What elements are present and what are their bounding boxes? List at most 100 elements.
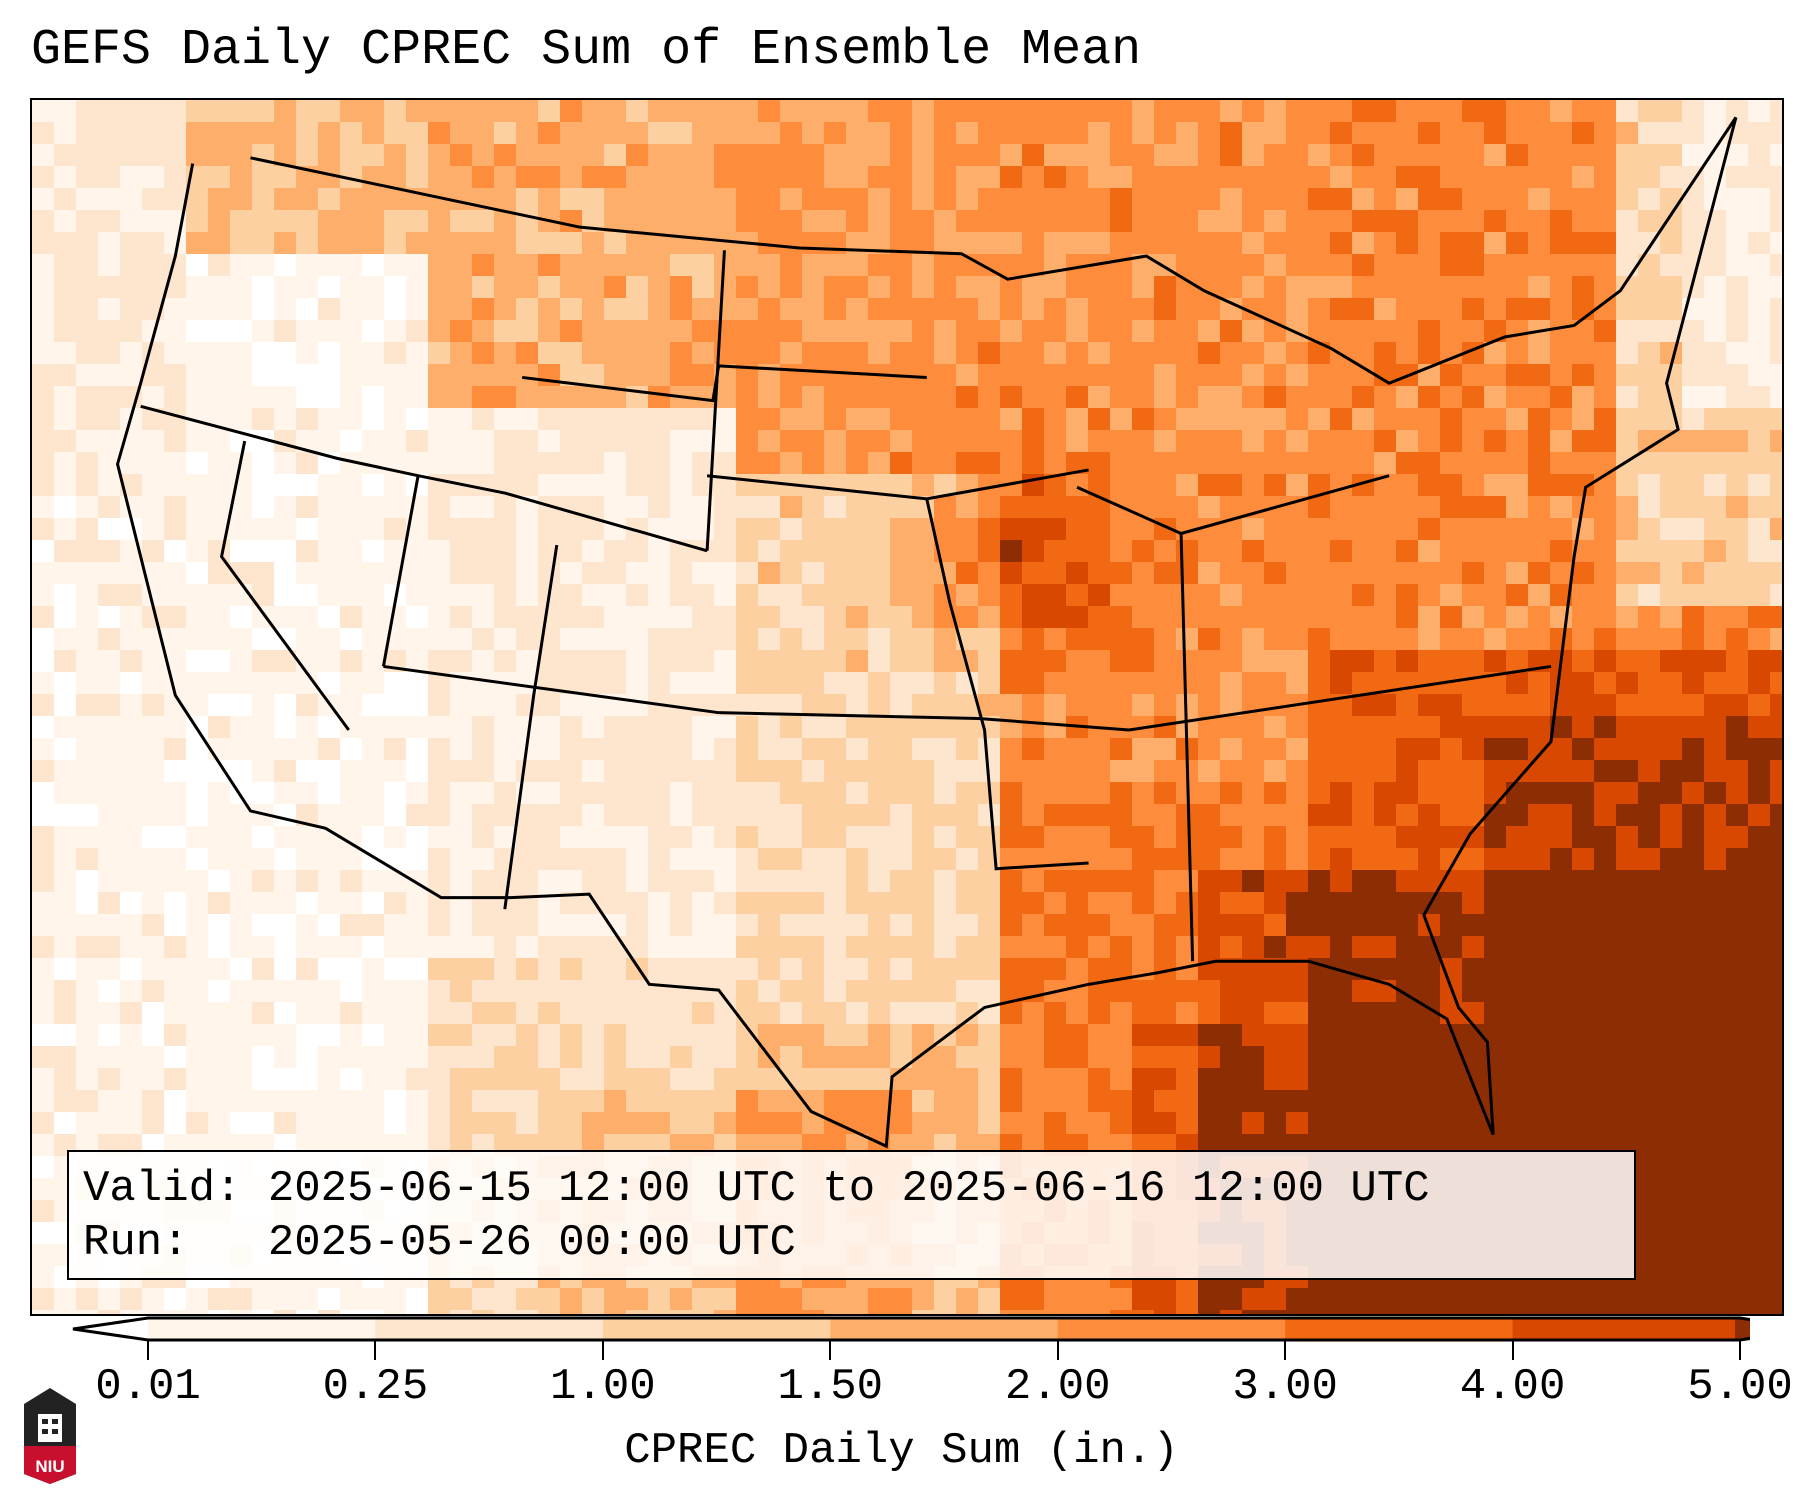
precip-cell <box>1638 826 1661 849</box>
precip-cell <box>1176 1288 1199 1311</box>
precip-cell <box>406 606 429 629</box>
precip-cell <box>296 782 319 805</box>
precip-cell <box>1044 518 1067 541</box>
precip-cell <box>1308 892 1331 915</box>
precip-cell <box>1660 1178 1683 1201</box>
precip-cell <box>208 628 231 651</box>
precip-cell <box>450 1002 473 1025</box>
precip-cell <box>626 1310 649 1314</box>
precip-cell <box>934 1090 957 1113</box>
precip-cell <box>1484 342 1507 365</box>
precip-cell <box>318 892 341 915</box>
precip-cell <box>1594 276 1617 299</box>
precip-cell <box>1154 496 1177 519</box>
precip-cell <box>956 276 979 299</box>
precip-cell <box>1770 232 1782 255</box>
precip-cell <box>186 276 209 299</box>
precip-cell <box>1154 958 1177 981</box>
precip-cell <box>208 100 231 123</box>
precip-cell <box>1462 848 1485 871</box>
precip-cell <box>780 826 803 849</box>
precip-cell <box>1440 584 1463 607</box>
precip-cell <box>824 826 847 849</box>
precip-cell <box>956 342 979 365</box>
precip-cell <box>714 848 737 871</box>
precip-cell <box>1594 1090 1617 1113</box>
precip-cell <box>912 804 935 827</box>
precip-cell <box>274 826 297 849</box>
precip-cell <box>1770 892 1782 915</box>
precip-cell <box>252 936 275 959</box>
precip-cell <box>582 782 605 805</box>
precip-cell <box>516 1112 539 1135</box>
precip-cell <box>1682 210 1705 233</box>
precip-cell <box>1462 254 1485 277</box>
precip-cell <box>230 166 253 189</box>
precip-cell <box>1528 540 1551 563</box>
precip-cell <box>1110 650 1133 673</box>
precip-cell <box>1242 320 1265 343</box>
precip-cell <box>1374 738 1397 761</box>
precip-cell <box>1462 166 1485 189</box>
precip-cell <box>670 914 693 937</box>
precip-cell <box>318 1310 341 1314</box>
precip-cell <box>384 716 407 739</box>
precip-cell <box>1616 1046 1639 1069</box>
precip-cell <box>802 716 825 739</box>
precip-cell <box>472 1046 495 1069</box>
precip-cell <box>1022 672 1045 695</box>
precip-cell <box>1726 870 1749 893</box>
precip-cell <box>1506 848 1529 871</box>
precip-cell <box>142 958 165 981</box>
precip-cell <box>1198 672 1221 695</box>
precip-cell <box>714 892 737 915</box>
precip-cell <box>54 1112 77 1135</box>
precip-cell <box>1418 100 1441 123</box>
precip-cell <box>1748 870 1771 893</box>
precip-cell <box>890 716 913 739</box>
precip-cell <box>1660 1244 1683 1267</box>
precip-cell <box>450 848 473 871</box>
precip-cell <box>406 210 429 233</box>
precip-cell <box>1088 1288 1111 1311</box>
precip-cell <box>780 100 803 123</box>
precip-cell <box>1088 694 1111 717</box>
precip-cell <box>978 826 1001 849</box>
precip-cell <box>406 254 429 277</box>
precip-cell <box>406 1002 429 1025</box>
precip-cell <box>846 298 869 321</box>
precip-cell <box>912 672 935 695</box>
precip-cell <box>538 738 561 761</box>
colorbar-tick <box>1056 1340 1059 1360</box>
precip-cell <box>1154 672 1177 695</box>
precip-cell <box>1396 1068 1419 1091</box>
precip-cell <box>274 870 297 893</box>
precip-cell <box>626 540 649 563</box>
precip-cell <box>604 276 627 299</box>
precip-cell <box>1352 672 1375 695</box>
precip-cell <box>1264 914 1287 937</box>
precip-cell <box>98 562 121 585</box>
precip-cell <box>648 1310 671 1314</box>
precip-cell <box>1572 1310 1595 1314</box>
precip-cell <box>1726 936 1749 959</box>
precip-cell <box>1726 1222 1749 1245</box>
precip-cell <box>538 650 561 673</box>
precip-cell <box>1550 188 1573 211</box>
precip-cell <box>1022 1002 1045 1025</box>
precip-cell <box>1484 848 1507 871</box>
precip-cell <box>582 716 605 739</box>
state-boundary <box>381 475 420 667</box>
precip-cell <box>670 958 693 981</box>
precip-cell <box>428 144 451 167</box>
precip-cell <box>1528 1090 1551 1113</box>
precip-cell <box>1044 782 1067 805</box>
precip-cell <box>186 540 209 563</box>
precip-cell <box>1528 518 1551 541</box>
precip-cell <box>1726 804 1749 827</box>
precip-cell <box>978 474 1001 497</box>
precip-cell <box>1132 342 1155 365</box>
precip-cell <box>1088 298 1111 321</box>
precip-cell <box>1330 254 1353 277</box>
precip-cell <box>362 430 385 453</box>
